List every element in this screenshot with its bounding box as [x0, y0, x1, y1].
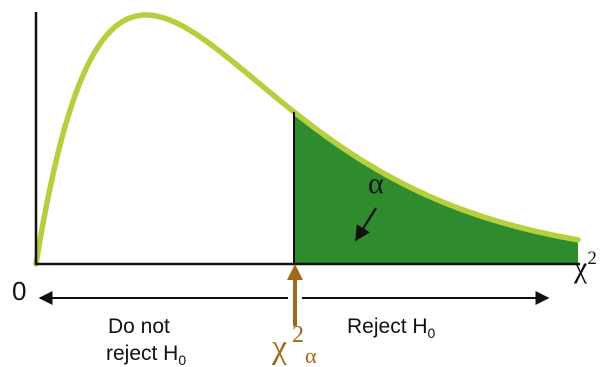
x-axis-label: χ2 [573, 248, 597, 284]
reject-subscript: 0 [428, 325, 436, 341]
alpha-pointer-arrow [355, 207, 377, 242]
rejection-area [294, 111, 578, 265]
reject-label: Reject H0 [347, 315, 436, 341]
alpha-label: α [368, 167, 384, 200]
critical-value-label: χ [271, 329, 287, 366]
do-not-reject-subscript: 0 [178, 352, 186, 367]
x-axis-label-superscript: 2 [587, 248, 597, 269]
origin-label: 0 [12, 276, 26, 306]
do-not-reject-label-line2: reject H0 [106, 342, 186, 367]
critical-value-superscript: 2 [292, 322, 304, 348]
do-not-reject-label-line1: Do not [108, 315, 170, 338]
critical-value-arrow-head [287, 264, 303, 280]
chi-square-density-curve [33, 12, 581, 267]
critical-value-subscript: α [305, 343, 317, 367]
